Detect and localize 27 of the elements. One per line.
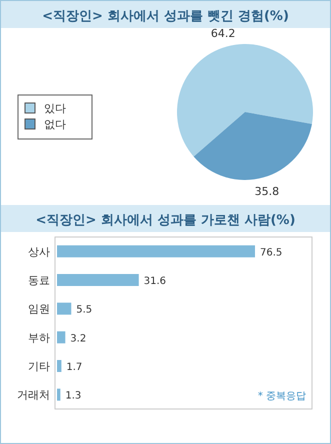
bar <box>57 302 72 315</box>
y-tick-label: 거래처 <box>17 388 50 402</box>
data-label: 1.7 <box>66 362 82 373</box>
y-tick-label: 기타 <box>28 360 50 373</box>
chart-title: <직장인> 회사에서 성과를 뺏긴 경험(%) <box>42 9 289 24</box>
chart-title: <직장인> 회사에서 성과를 가로챈 사람(%) <box>36 213 296 228</box>
y-tick-label: 상사 <box>28 245 50 258</box>
pie-slice <box>194 112 312 180</box>
data-label: 31.6 <box>144 276 166 287</box>
legend-label: 없다 <box>44 118 66 131</box>
bar <box>57 388 60 401</box>
pie-slice <box>177 44 313 157</box>
bar <box>57 274 139 286</box>
data-label: 64.2 <box>210 26 236 40</box>
bar <box>57 360 62 372</box>
y-tick-label: 동료 <box>28 274 50 287</box>
text: * 중복응답 <box>258 391 306 402</box>
bar <box>57 245 255 258</box>
data-label: 76.5 <box>260 247 282 258</box>
data-label: 3.2 <box>70 333 86 344</box>
legend-label: 있다 <box>44 102 66 115</box>
bar <box>57 331 66 344</box>
data-label: 1.3 <box>65 390 82 402</box>
data-label: 35.8 <box>254 185 280 198</box>
data-label: 5.5 <box>76 304 92 316</box>
y-tick-label: 부하 <box>28 331 50 344</box>
y-tick-label: 임원 <box>28 302 50 316</box>
